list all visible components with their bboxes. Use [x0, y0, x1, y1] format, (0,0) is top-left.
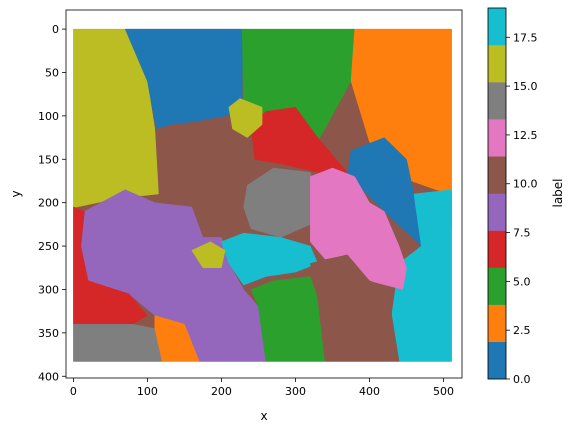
heatmap-region-6	[228, 98, 263, 138]
colorbar-tick-label: 0.0	[513, 373, 531, 386]
colorbar-swatch-6	[487, 119, 507, 157]
y-tick-label: 400	[38, 370, 59, 383]
colorbar-swatch-0	[487, 341, 507, 380]
colorbar-tick-label: 10.0	[513, 178, 538, 191]
colorbar-tick-label: 17.5	[513, 31, 538, 44]
y-tick-label: 300	[38, 283, 59, 296]
colorbar-swatch-7	[487, 82, 507, 120]
heatmap-image	[73, 28, 452, 362]
y-tick-label: 50	[45, 66, 59, 79]
y-tick-label: 200	[38, 197, 59, 210]
colorbar-swatch-4	[487, 193, 507, 231]
colorbar-frame	[487, 7, 507, 380]
x-axis-ticks: 0 100 200 300 400 500	[70, 378, 454, 398]
colorbar-swatch-5	[487, 156, 507, 194]
colorbar-swatch-1	[487, 304, 507, 343]
x-tick-label: 200	[211, 385, 232, 398]
y-tick-label: 250	[38, 240, 59, 253]
x-tick-label: 300	[285, 385, 306, 398]
heatmap-region-13	[73, 323, 163, 362]
colorbar-tick-label: 12.5	[513, 129, 538, 142]
heatmap-region-17	[310, 254, 400, 362]
heatmap-region-14	[154, 315, 200, 362]
colorbar-swatch-8	[487, 44, 507, 83]
colorbar	[487, 7, 507, 380]
plot-frame	[65, 9, 463, 379]
colorbar-tick-label: 2.5	[513, 324, 531, 337]
y-tick-label: 150	[38, 153, 59, 166]
colorbar-label: label	[551, 178, 565, 207]
y-axis-ticks: 0 50 100 150 200 250 300 350 400	[38, 23, 66, 383]
heatmap-region-3	[350, 28, 452, 195]
x-tick-label: 500	[433, 385, 454, 398]
heatmap-region-15	[221, 232, 319, 286]
colorbar-swatch-3	[487, 230, 507, 268]
colorbar-tick-label: 7.5	[513, 227, 531, 240]
colorbar-swatch-9	[487, 7, 507, 46]
x-axis-label: x	[260, 409, 267, 423]
y-tick-label: 350	[38, 327, 59, 340]
heatmap-region-10	[310, 167, 407, 290]
heatmap-region-5	[250, 106, 348, 173]
colorbar-tick-label: 15.0	[513, 80, 538, 93]
y-axis-label: y	[9, 190, 23, 197]
x-tick-label: 100	[137, 385, 158, 398]
colorbar-tick-label: 5.0	[513, 275, 531, 288]
y-tick-label: 100	[38, 110, 59, 123]
x-tick-label: 400	[359, 385, 380, 398]
colorbar-ticks: 0.0 2.5 5.0 7.5 10.0 12.5 15.0 17.5	[506, 31, 538, 386]
x-tick-label: 0	[70, 385, 77, 398]
y-tick-label: 0	[52, 23, 59, 36]
heatmap-region-18	[191, 241, 226, 269]
colorbar-swatch-2	[487, 267, 507, 305]
